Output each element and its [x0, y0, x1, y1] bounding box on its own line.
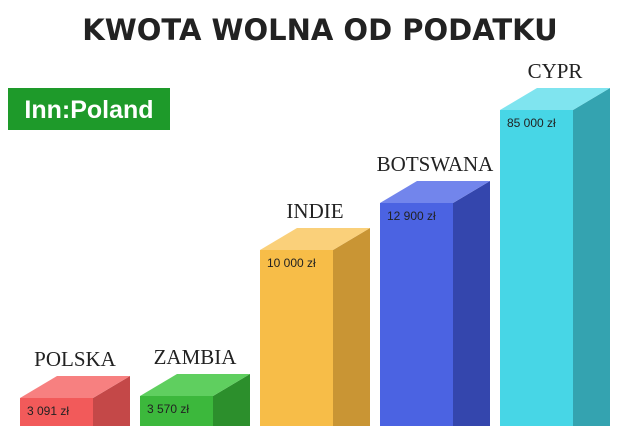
bar-side — [453, 181, 490, 426]
logo-box — [8, 88, 170, 130]
amount-label: 3 091 zł — [27, 404, 69, 418]
bar-front — [140, 396, 213, 426]
amount-label: 3 570 zł — [147, 402, 189, 416]
amount-label: 12 900 zł — [387, 209, 436, 223]
bars: POLSKA 3 091 zł ZAMBIA 3 570 zł INDIE 10 000 … — [20, 59, 610, 426]
country-label: BOTSWANA — [377, 152, 495, 176]
title: KWOTA WOLNA OD PODATKU — [82, 13, 557, 47]
country-label: POLSKA — [34, 347, 117, 371]
bar-front — [20, 398, 93, 426]
bar-side — [93, 376, 130, 426]
bar-front — [260, 250, 333, 426]
logo: Inn:Poland — [24, 96, 153, 124]
bar-side — [213, 374, 250, 426]
amount-label: 10 000 zł — [267, 256, 316, 270]
bar-front — [380, 203, 453, 426]
bar-top — [20, 376, 130, 398]
country-label: ZAMBIA — [154, 345, 238, 369]
bar-side — [573, 88, 610, 426]
bar-top — [500, 88, 610, 110]
bar-side — [333, 228, 370, 426]
bar-top — [380, 181, 490, 203]
amount-label: 85 000 zł — [507, 116, 556, 130]
country-label: INDIE — [286, 199, 343, 223]
bar-top — [260, 228, 370, 250]
bar-front — [500, 110, 573, 426]
country-label: CYPR — [528, 59, 583, 83]
bar-top — [140, 374, 250, 396]
